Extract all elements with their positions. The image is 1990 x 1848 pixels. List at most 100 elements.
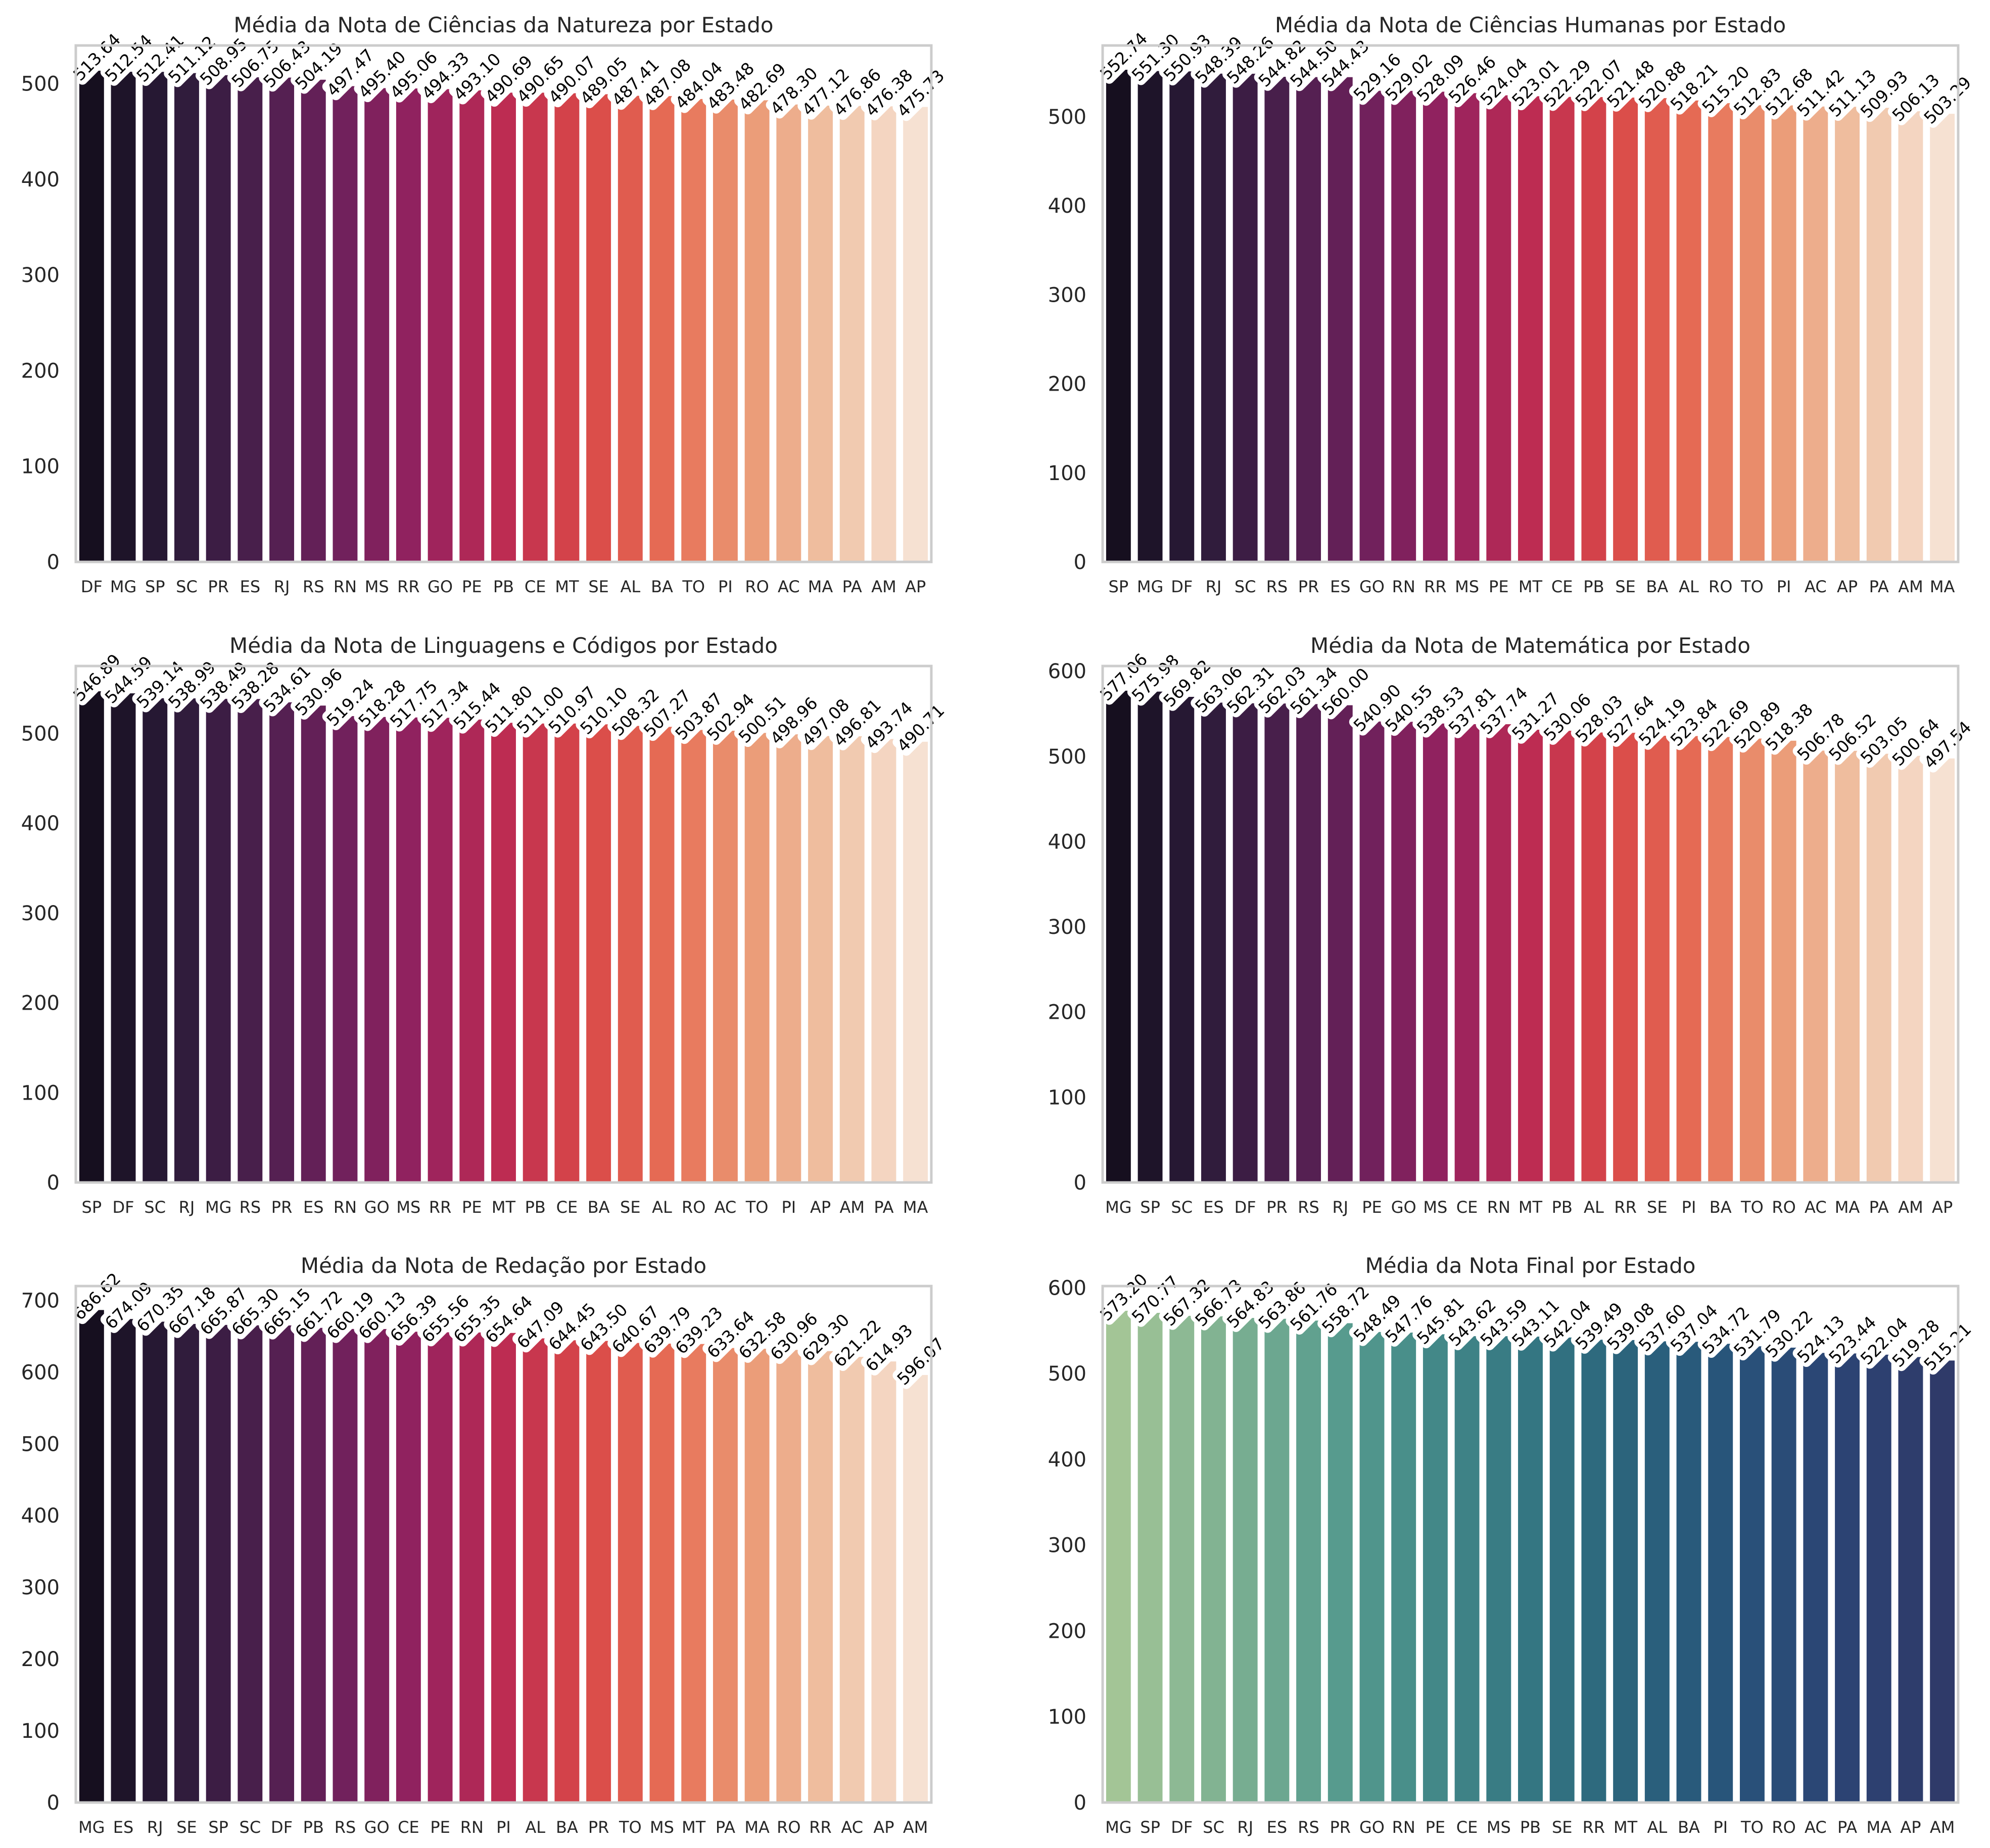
value-label-halo — [1381, 46, 1440, 105]
chart-title: Média da Nota Final por Estado — [1365, 1253, 1695, 1278]
bar-PB — [301, 1328, 326, 1803]
bar-SC — [1169, 697, 1195, 1182]
x-tick-label: AL — [525, 1818, 545, 1837]
x-tick-label: RS — [335, 1818, 356, 1837]
value-label-halo — [512, 1294, 572, 1353]
axes-frame — [1101, 44, 1960, 563]
value-label-halo — [1729, 60, 1788, 120]
value-label-halo — [1254, 658, 1313, 718]
value-label-halo — [1666, 56, 1725, 115]
value-label-halo — [354, 672, 413, 731]
y-tick-label: 600 — [21, 1361, 60, 1384]
bar-AP — [871, 1361, 896, 1803]
value-label-halo — [829, 1312, 888, 1371]
bar-SC — [143, 698, 168, 1182]
x-tick-label: RS — [1298, 1198, 1319, 1217]
bar-MA — [903, 741, 928, 1182]
bar-TO — [744, 733, 770, 1182]
value-label-halo — [1539, 1293, 1598, 1352]
bar-PR — [1296, 77, 1321, 562]
bar-MS — [1423, 723, 1448, 1182]
x-tick-label: SE — [176, 1818, 197, 1837]
value-label-halo — [1761, 61, 1820, 120]
value-label-halo — [1792, 1308, 1852, 1367]
x-tick-label: CE — [556, 1198, 578, 1217]
bar-CE — [1454, 1336, 1480, 1803]
x-tick-label: GO — [1391, 1198, 1416, 1217]
x-tick-label: RJ — [147, 1818, 163, 1837]
y-tick-label: 200 — [21, 1648, 60, 1671]
value-label-halo — [1792, 62, 1852, 121]
bar-GO — [364, 1329, 390, 1803]
x-tick-label: ES — [303, 1198, 324, 1217]
axes-frame — [74, 44, 933, 563]
x-tick-label: GO — [1359, 1818, 1385, 1837]
value-label-halo — [1349, 677, 1408, 736]
y-tick-label: 0 — [47, 551, 60, 574]
bar-ES — [111, 1319, 136, 1803]
bar-GO — [1359, 1332, 1385, 1803]
x-tick-label: RO — [1772, 1818, 1795, 1837]
bar-PR — [269, 702, 295, 1182]
x-tick-label: PE — [1362, 1198, 1382, 1217]
chart-title: Média da Nota de Ciências Humanas por Es… — [1275, 13, 1786, 37]
x-tick-label: MA — [744, 1818, 770, 1837]
x-tick-label: RO — [745, 577, 769, 596]
y-tick-label: 500 — [1048, 745, 1086, 769]
y-tick-label: 200 — [1048, 1620, 1086, 1643]
value-label-halo — [354, 1284, 413, 1343]
x-tick-label: MS — [396, 1198, 420, 1217]
x-tick-label: PA — [874, 1198, 893, 1217]
bar-RR — [396, 88, 421, 562]
x-tick-label: PR — [208, 577, 229, 596]
value-label-halo — [734, 688, 793, 747]
bar-AL — [1676, 100, 1701, 562]
y-tick-label: 500 — [21, 1433, 60, 1456]
x-tick-label: PA — [716, 1818, 735, 1837]
y-tick-label: 300 — [21, 264, 60, 287]
bar-AP — [903, 107, 928, 562]
x-tick-label: SC — [1171, 1198, 1193, 1217]
x-tick-label: RO — [1709, 577, 1732, 596]
x-tick-label: RS — [1298, 1818, 1319, 1837]
bar-RS — [1296, 1320, 1321, 1803]
value-label-halo — [100, 27, 160, 86]
x-tick-label: BA — [556, 1818, 578, 1837]
value-label-halo — [1666, 691, 1725, 750]
x-tick-label: TO — [1740, 1198, 1764, 1217]
value-label-halo — [1096, 646, 1155, 705]
x-tick-label: MS — [650, 1818, 674, 1837]
value-label-halo — [1539, 52, 1598, 111]
value-label-halo — [607, 1298, 667, 1357]
x-tick-label: DF — [1171, 1818, 1193, 1837]
bar-SC — [1233, 73, 1258, 562]
value-label-halo — [797, 1306, 857, 1365]
bar-AM — [839, 736, 865, 1182]
x-tick-label: PA — [1869, 577, 1889, 596]
x-tick-label: RJ — [1332, 1198, 1348, 1217]
x-tick-label: RJ — [179, 1198, 195, 1217]
x-tick-label: SC — [144, 1198, 166, 1217]
y-tick-label: 100 — [21, 1081, 60, 1105]
value-label-halo — [1887, 1312, 1947, 1371]
x-tick-label: SE — [620, 1198, 641, 1217]
value-label-halo — [1286, 1275, 1345, 1335]
bar-PI — [1708, 1344, 1733, 1803]
bar-GO — [428, 89, 453, 562]
value-label-halo — [829, 691, 888, 750]
value-label-halo — [702, 686, 762, 745]
bar-PR — [1328, 1323, 1353, 1803]
bar-ES — [238, 77, 263, 562]
bar-AC — [1803, 1353, 1828, 1803]
bar-PE — [459, 719, 485, 1182]
x-tick-label: MA — [1835, 1198, 1860, 1217]
x-tick-label: RR — [809, 1818, 831, 1837]
bar-AP — [1898, 1357, 1923, 1803]
value-label-halo — [1761, 696, 1820, 755]
y-tick-label: 400 — [21, 168, 60, 192]
y-tick-label: 400 — [1048, 830, 1086, 854]
x-tick-label: ES — [1203, 1198, 1224, 1217]
bar-CE — [554, 723, 580, 1182]
x-tick-label: SE — [1647, 1198, 1668, 1217]
bar-MG — [1138, 71, 1163, 562]
